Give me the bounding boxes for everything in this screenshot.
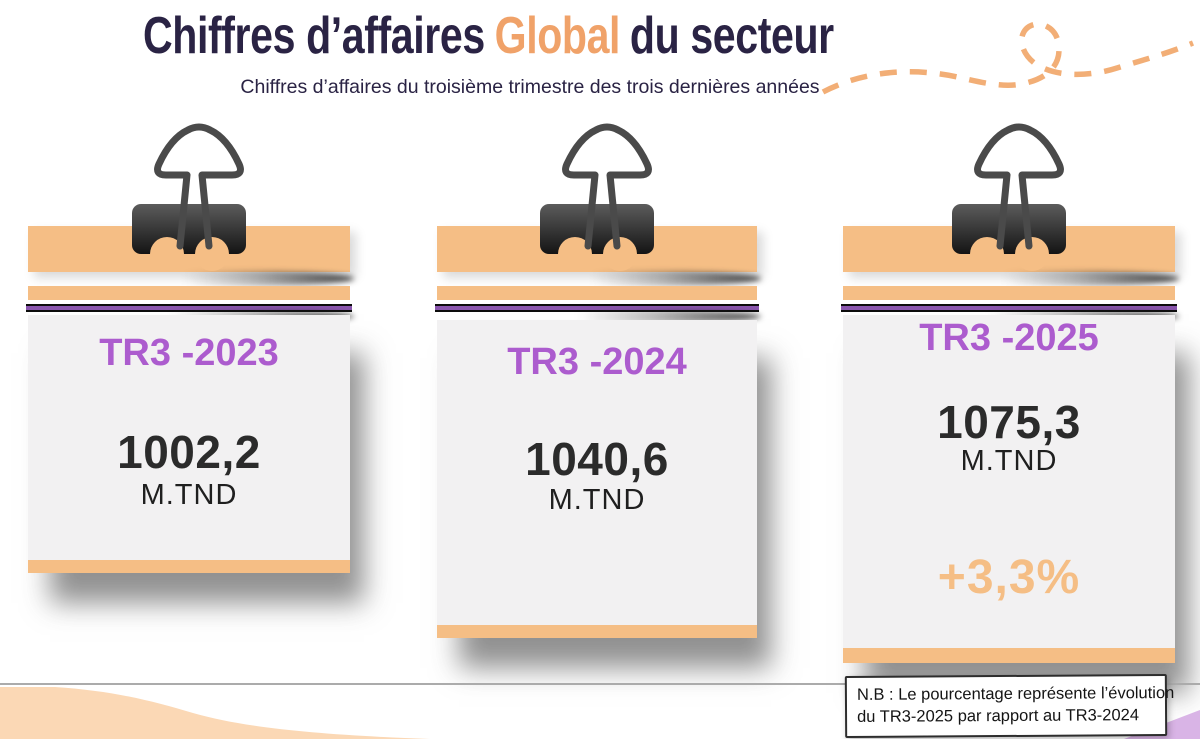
card-period-label: TR3 -2025 [919,317,1099,359]
page-title: Chiffres d’affaires Global du secteur [143,6,834,66]
card-thin-bar [843,286,1175,300]
dashed-doodle-decoration [821,21,1195,95]
kpi-card-2025: TR3 -2025 1075,3 M.TND +3,3% [841,120,1179,680]
card-thin-bar [437,286,757,300]
note-line-1: N.B : Le pourcentage représente l’évolut… [856,683,1175,704]
shadow-streak [953,271,1179,286]
note-box: N.B : Le pourcentage représente l’évolut… [844,674,1175,738]
kpi-card-2024: TR3 -2024 1040,6 M.TND [435,120,761,665]
binder-clip-icon [132,123,246,271]
shadow-streak [135,271,354,286]
card-paper [843,315,1175,663]
note-line-2: du TR3-2025 par rapport au TR3-2024 [857,705,1140,726]
card-delta-percentage: +3,3% [937,551,1081,604]
card-unit: M.TND [548,484,646,516]
card-value: 1040,6 [525,433,669,485]
card-period-label: TR3 -2024 [507,341,687,383]
card-value: 1075,3 [937,396,1081,448]
card-unit: M.TND [960,445,1058,477]
card-paper [28,315,350,573]
purple-rule [26,304,352,312]
page-subtitle: Chiffres d’affaires du troisième trimest… [240,76,820,98]
footer-divider-line [0,683,1200,685]
shadow-streak [543,271,761,286]
purple-rule [435,304,759,312]
card-value: 1002,2 [117,426,261,478]
kpi-card-2023: TR3 -2023 1002,2 M.TND [26,120,354,620]
title-text-2: du secteur [629,7,834,65]
card-unit: M.TND [140,479,238,511]
card-thin-bar [28,286,350,300]
card-period-label: TR3 -2023 [99,332,279,374]
title-highlight: Global [494,7,621,65]
card-paper [437,320,757,638]
dashed-path [821,21,1195,95]
title-text-1: Chiffres d’affaires [143,7,485,65]
binder-clip-icon [540,123,654,271]
purple-rule [841,304,1177,312]
binder-clip-icon [952,123,1066,271]
peach-wave-decoration [0,687,430,739]
shadow-streak [524,310,761,323]
